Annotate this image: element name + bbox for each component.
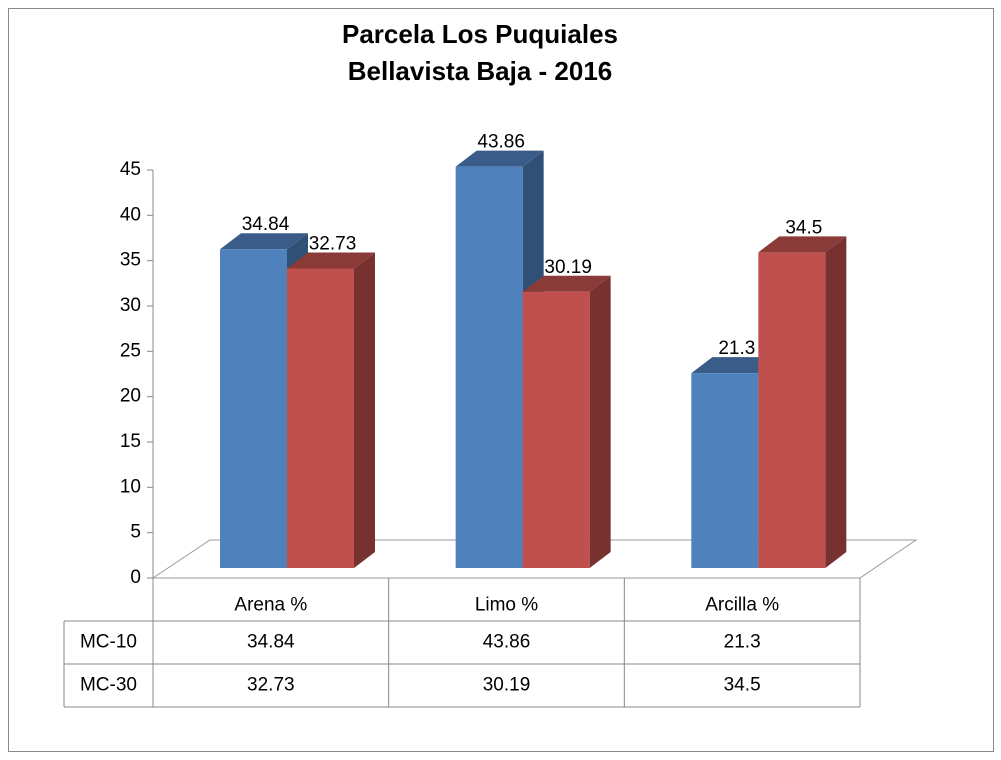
- y-tick-label: 10: [120, 476, 141, 497]
- chart-subtitle: Bellavista Baja - 2016: [348, 56, 613, 86]
- bar: [758, 236, 847, 568]
- bar-front: [522, 291, 590, 568]
- value-label: 43.86: [477, 132, 525, 153]
- bar-top: [758, 236, 847, 253]
- y-tick-label: 35: [120, 250, 141, 271]
- chart-title: Parcela Los Puquiales: [342, 19, 618, 49]
- bar-top: [522, 275, 611, 292]
- bar: [287, 252, 375, 568]
- table-cell: 43.86: [483, 632, 531, 653]
- x-tick-label: Limo %: [475, 595, 538, 616]
- bar-top: [287, 252, 375, 269]
- bar-front: [220, 249, 287, 569]
- y-tick-label: 30: [120, 295, 141, 316]
- value-label: 34.84: [242, 214, 290, 235]
- bar-side: [589, 275, 611, 568]
- bar-front: [287, 268, 354, 568]
- value-label: 21.3: [718, 338, 755, 359]
- table-cell: 34.5: [724, 675, 761, 696]
- table-cell: 32.73: [247, 675, 295, 696]
- table-cell: 30.19: [483, 675, 531, 696]
- y-tick-label: 0: [130, 567, 141, 588]
- table-cell: 21.3: [724, 632, 761, 653]
- legend-label: MC-30: [80, 675, 137, 696]
- bar-front: [758, 252, 826, 568]
- y-tick-label: 45: [120, 159, 141, 180]
- value-label: 32.73: [309, 234, 357, 255]
- bar-top: [220, 233, 308, 250]
- value-label: 30.19: [544, 257, 592, 278]
- x-tick-label: Arcilla %: [705, 595, 779, 616]
- y-tick-label: 5: [130, 522, 141, 543]
- bar-side: [354, 252, 375, 568]
- bar-top: [455, 150, 544, 167]
- bar: [522, 275, 611, 568]
- y-tick-label: 20: [120, 386, 141, 407]
- y-tick-label: 25: [120, 340, 141, 361]
- value-label: 34.5: [785, 217, 822, 238]
- bar-side: [825, 236, 847, 568]
- legend-label: MC-10: [80, 632, 137, 653]
- y-tick-label: 40: [120, 204, 141, 225]
- bar-front: [455, 166, 523, 568]
- y-tick-label: 15: [120, 431, 141, 452]
- bar-front: [691, 373, 759, 568]
- x-tick-label: Arena %: [234, 595, 307, 616]
- table-cell: 34.84: [247, 632, 295, 653]
- bar-top: [691, 357, 780, 374]
